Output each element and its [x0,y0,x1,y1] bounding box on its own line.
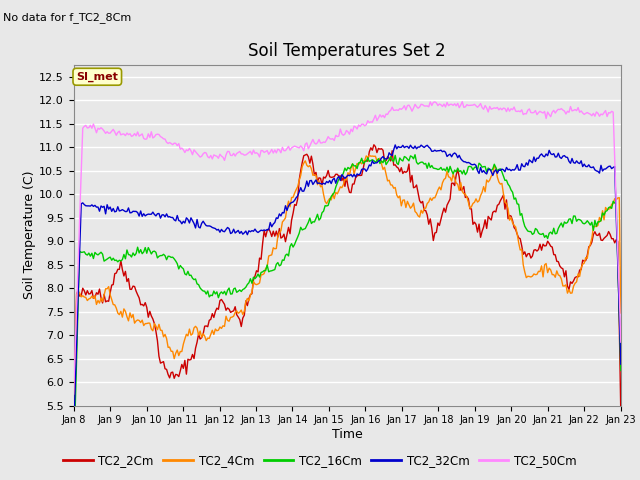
Y-axis label: Soil Temperature (C): Soil Temperature (C) [23,171,36,300]
Text: SI_met: SI_met [76,72,118,82]
Legend: TC2_2Cm, TC2_4Cm, TC2_16Cm, TC2_32Cm, TC2_50Cm: TC2_2Cm, TC2_4Cm, TC2_16Cm, TC2_32Cm, TC… [58,449,582,472]
Title: Soil Temperatures Set 2: Soil Temperatures Set 2 [248,42,446,60]
Text: No data for f_TC2_8Cm: No data for f_TC2_8Cm [3,12,131,23]
X-axis label: Time: Time [332,428,363,441]
